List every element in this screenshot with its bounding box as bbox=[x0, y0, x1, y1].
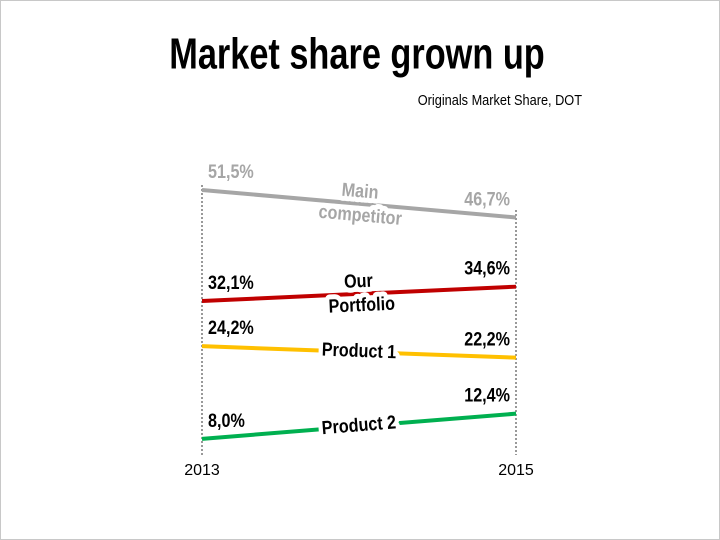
value-label: 8,0% bbox=[208, 410, 245, 432]
title-group: Market share grown up bbox=[169, 30, 545, 79]
value-label: 51,5% bbox=[208, 161, 254, 183]
chart-title: Market share grown up bbox=[169, 30, 545, 79]
value-label: 34,6% bbox=[464, 257, 510, 279]
value-label-right-group: 12,4% bbox=[464, 384, 510, 406]
x-tick-label: 2013 bbox=[184, 462, 220, 479]
series-name-group: Product 1 bbox=[317, 334, 402, 367]
value-label: 32,1% bbox=[208, 272, 254, 294]
value-label: 46,7% bbox=[464, 188, 510, 210]
value-label-right-group: 22,2% bbox=[464, 328, 510, 350]
value-label: 12,4% bbox=[464, 384, 510, 406]
slope-line bbox=[201, 411, 517, 441]
value-label: 22,2% bbox=[464, 328, 510, 350]
value-label: 24,2% bbox=[208, 317, 254, 339]
value-label-left-group: 51,5% bbox=[208, 161, 254, 183]
subtitle-group: Originals Market Share, DOT bbox=[418, 91, 583, 108]
slope-line bbox=[201, 344, 517, 360]
value-label-left-group: 8,0% bbox=[208, 410, 245, 432]
chart-subtitle: Originals Market Share, DOT bbox=[418, 91, 583, 108]
x-tick-label: 2015 bbox=[498, 462, 534, 479]
value-label-right-group: 34,6% bbox=[464, 257, 510, 279]
value-label-left-group: 32,1% bbox=[208, 272, 254, 294]
slope-line bbox=[201, 188, 517, 220]
value-label-right-group: 46,7% bbox=[464, 188, 510, 210]
slope-line bbox=[201, 284, 517, 303]
value-label-left-group: 24,2% bbox=[208, 317, 254, 339]
series-name: Product 1 bbox=[321, 338, 396, 362]
